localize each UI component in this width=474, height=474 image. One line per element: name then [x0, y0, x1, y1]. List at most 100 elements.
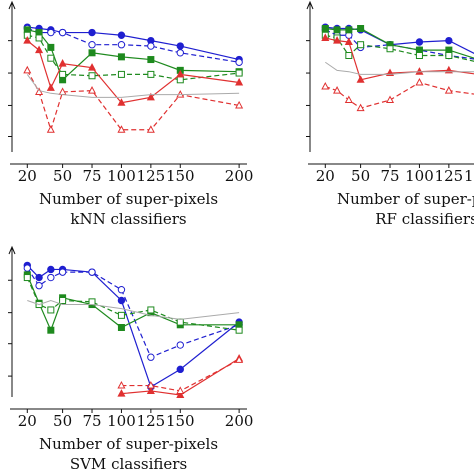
- point: [176, 318, 184, 326]
- point: [333, 86, 342, 94]
- point: [333, 36, 342, 44]
- point: [235, 355, 244, 363]
- point: [345, 52, 353, 59]
- point: [344, 37, 353, 45]
- point: [46, 83, 55, 91]
- point: [235, 77, 244, 86]
- x-tick-label: 20: [18, 167, 37, 185]
- series-line: [27, 299, 240, 320]
- point: [357, 25, 365, 32]
- point: [47, 43, 55, 51]
- series-line: [325, 81, 474, 109]
- point: [35, 281, 43, 290]
- x-tick-label: 20: [316, 167, 335, 185]
- x-tick-label: 125: [137, 167, 166, 185]
- point: [146, 92, 155, 101]
- point: [47, 306, 55, 314]
- series-line: [121, 359, 240, 392]
- point: [88, 49, 96, 57]
- point: [88, 298, 96, 306]
- point: [117, 70, 125, 78]
- point: [235, 100, 244, 109]
- x-tick-label: 75: [380, 167, 399, 185]
- x-tick-label: 200: [225, 167, 254, 185]
- x-tick-label: 100: [405, 167, 434, 185]
- point: [117, 53, 125, 61]
- point: [59, 297, 67, 304]
- point: [147, 306, 155, 314]
- point: [47, 54, 55, 62]
- chart-title: SVM classifiers: [70, 455, 187, 473]
- x-axis-label: Number of super-pixels: [39, 435, 218, 453]
- point: [47, 265, 55, 274]
- point: [235, 326, 243, 334]
- x-tick-label: 100: [107, 412, 136, 430]
- point: [87, 63, 97, 71]
- point: [88, 41, 96, 49]
- point: [23, 65, 32, 74]
- point: [117, 311, 125, 319]
- point: [35, 273, 43, 282]
- y-axis-arrow: [8, 0, 16, 10]
- series-line: [325, 34, 474, 62]
- point: [117, 286, 126, 294]
- point: [415, 52, 423, 59]
- x-tick-label: 125: [137, 412, 166, 430]
- series-line: [121, 358, 240, 396]
- point: [356, 103, 365, 112]
- point: [444, 86, 453, 94]
- point: [147, 42, 155, 50]
- x-tick-label: 100: [107, 167, 136, 185]
- point: [235, 58, 243, 66]
- y-axis-arrow: [8, 245, 16, 255]
- point: [88, 72, 96, 80]
- point: [47, 28, 55, 37]
- point: [59, 70, 67, 78]
- point: [35, 45, 44, 54]
- point: [176, 76, 184, 84]
- x-axis-label: Number of super-pixels: [337, 190, 474, 208]
- x-tick-label: 50: [53, 167, 72, 185]
- x-tick-label: 150: [166, 412, 195, 430]
- point: [146, 380, 155, 389]
- point: [176, 42, 184, 50]
- x-tick-label: 50: [351, 167, 370, 185]
- point: [23, 274, 31, 282]
- point: [47, 273, 55, 282]
- point: [176, 341, 184, 349]
- chart-title: RF classifiers: [375, 210, 474, 228]
- point: [147, 353, 155, 361]
- point: [235, 69, 243, 77]
- point: [176, 69, 185, 78]
- point: [321, 25, 329, 32]
- point: [117, 324, 125, 331]
- point: [87, 86, 97, 94]
- point: [117, 380, 126, 389]
- x-tick-label: 20: [18, 412, 37, 430]
- point: [88, 28, 96, 37]
- point: [117, 41, 126, 49]
- point: [23, 36, 32, 44]
- x-tick-label: 150: [464, 167, 474, 185]
- point: [117, 296, 126, 305]
- series-line: [325, 61, 474, 75]
- point: [58, 28, 67, 37]
- series-line: [26, 267, 240, 358]
- series-line: [26, 74, 240, 98]
- point: [357, 41, 365, 49]
- point: [385, 95, 395, 104]
- point: [147, 56, 155, 64]
- x-tick-label: 150: [166, 167, 195, 185]
- point: [415, 38, 424, 46]
- point: [23, 264, 31, 272]
- point: [321, 81, 330, 90]
- x-axis-label: Number of super-pixels: [39, 190, 218, 208]
- x-tick-label: 75: [82, 412, 101, 430]
- series-line: [26, 70, 240, 132]
- point: [344, 95, 353, 104]
- point: [58, 59, 67, 67]
- series-line: [26, 274, 240, 332]
